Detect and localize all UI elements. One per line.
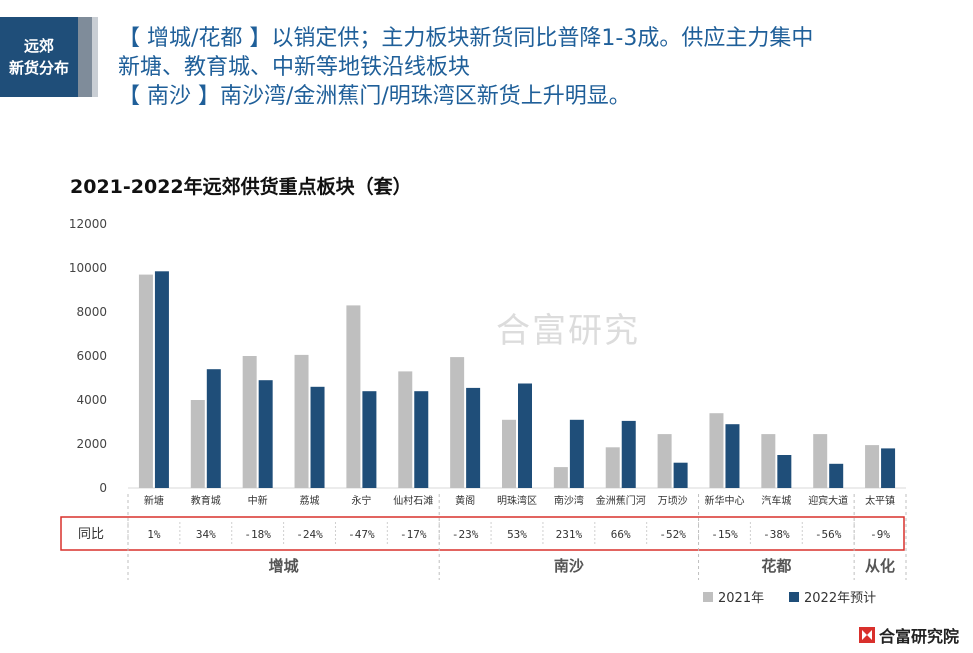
bar-2022 [258, 380, 273, 488]
bar-2022 [881, 448, 896, 488]
yoy-value: 53% [507, 528, 527, 541]
x-tick-label: 新华中心 [704, 494, 744, 507]
yoy-value: -56% [815, 528, 842, 541]
x-tick-label: 仙村石滩 [393, 494, 433, 507]
yoy-value: -17% [400, 528, 427, 541]
group-label: 花都 [761, 557, 791, 575]
bar-2022 [414, 391, 429, 488]
bar-2022 [362, 391, 377, 488]
badge-line-1: 远郊 [23, 37, 54, 55]
y-tick-label: 10000 [69, 261, 107, 275]
bar-2022 [829, 463, 844, 488]
badge-line-2: 新货分布 [8, 59, 69, 77]
y-tick-label: 4000 [76, 393, 107, 407]
yoy-value: -18% [244, 528, 271, 541]
legend-swatch-2022 [789, 592, 799, 602]
bar-2022 [725, 424, 740, 488]
group-label: 增城 [269, 557, 299, 575]
yoy-value: 66% [611, 528, 631, 541]
summary-line-2: 新塘、教育城、中新等地铁沿线板块 [118, 55, 471, 80]
y-tick-label: 12000 [69, 217, 107, 231]
yoy-value: 34% [196, 528, 216, 541]
legend-label-2021: 2021年 [718, 591, 764, 606]
x-tick-label: 中新 [248, 494, 268, 507]
bar-2021 [294, 354, 309, 488]
x-tick-label: 金洲蕉门河 [596, 494, 646, 507]
x-tick-label: 迎宾大道 [808, 494, 848, 507]
yoy-value: -47% [348, 528, 375, 541]
bar-2021 [553, 467, 568, 488]
x-tick-label: 荔城 [300, 494, 320, 507]
x-tick-label: 永宁 [351, 494, 371, 507]
hefu-logo-icon [858, 627, 875, 643]
bar-2021 [190, 400, 205, 488]
badge-accent-bar [78, 17, 92, 97]
group-label: 南沙 [554, 557, 584, 575]
x-tick-label: 南沙湾 [554, 494, 584, 507]
bar-2021 [657, 434, 672, 488]
bar-2021 [865, 445, 880, 488]
x-tick-label: 教育城 [191, 494, 221, 507]
x-tick-label: 太平镇 [865, 494, 895, 507]
bar-2021 [813, 434, 828, 488]
bar-2021 [450, 357, 465, 488]
yoy-row-label: 同比 [78, 527, 104, 542]
y-tick-label: 0 [99, 481, 107, 495]
bar-2022 [569, 419, 584, 488]
bar-2022 [673, 462, 688, 488]
badge-accent-bar-light [92, 17, 98, 97]
x-tick-label: 汽车城 [761, 494, 791, 507]
bar-2022 [206, 369, 221, 488]
bar-2021 [709, 413, 724, 488]
yoy-value: -38% [763, 528, 790, 541]
x-tick-label: 黄阁 [455, 494, 475, 507]
legend-label-2022: 2022年预计 [804, 591, 876, 606]
bar-2021 [502, 419, 516, 488]
brand-footer: 合富研究院 [858, 623, 959, 647]
yoy-value: 231% [556, 528, 583, 541]
bar-2022 [518, 383, 532, 488]
bar-2021 [138, 274, 153, 488]
bar-2022 [777, 455, 792, 488]
bar-2021 [346, 305, 361, 488]
yoy-value: -24% [296, 528, 323, 541]
section-badge: 远郊 新货分布 [0, 17, 78, 97]
bar-2021 [242, 356, 257, 488]
summary-heading: 【 增城/花都 】以销定供；主力板块新货同比普降1-3成。供应主力集中 新塘、教… [118, 24, 958, 111]
yoy-row-border [60, 516, 905, 551]
yoy-value: -52% [659, 528, 686, 541]
x-tick-label: 明珠湾区 [497, 494, 537, 507]
x-tick-label: 万顷沙 [658, 495, 688, 507]
yoy-value: -9% [870, 528, 890, 541]
watermark-text: 合富研究 [496, 311, 640, 351]
y-tick-label: 6000 [76, 349, 107, 363]
summary-line-1: 【 增城/花都 】以销定供；主力板块新货同比普降1-3成。供应主力集中 [118, 26, 814, 51]
legend-swatch-2021 [703, 592, 713, 602]
summary-line-3: 【 南沙 】南沙湾/金洲蕉门/明珠湾区新货上升明显。 [118, 84, 631, 109]
bar-2021 [761, 434, 776, 488]
chart-title: 2021-2022年远郊供货重点板块（套） [70, 176, 412, 198]
bar-2022 [310, 386, 325, 488]
bar-2022 [466, 387, 481, 488]
brand-name: 合富研究院 [878, 627, 959, 646]
bar-2022 [621, 420, 636, 488]
x-tick-label: 新塘 [144, 494, 164, 507]
bar-2022 [154, 271, 169, 488]
yoy-value: -23% [452, 528, 479, 541]
y-tick-label: 8000 [76, 305, 107, 319]
y-tick-label: 2000 [76, 437, 107, 451]
group-label: 从化 [865, 557, 895, 575]
yoy-value: 1% [147, 528, 161, 541]
bar-2021 [398, 371, 413, 488]
yoy-value: -15% [711, 528, 738, 541]
bar-2021 [605, 447, 620, 488]
